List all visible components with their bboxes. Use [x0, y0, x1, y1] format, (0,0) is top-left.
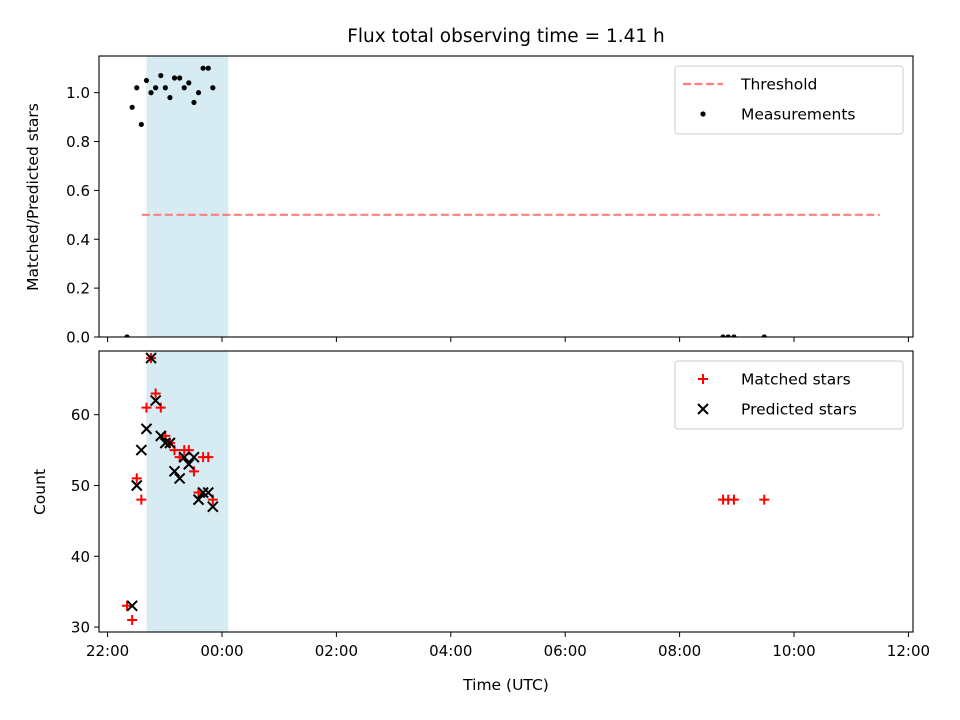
- panel-1-series-0-point-4: [141, 402, 152, 413]
- panel-1-series-0-point-21: [728, 494, 739, 505]
- panel-0-y-tick-label-3: 0.6: [66, 182, 90, 200]
- panel-0-series-0-point-17: [205, 65, 211, 71]
- panel-1-series-1-point-12: [183, 458, 195, 470]
- panel-1-y-tick-label-3: 60: [71, 406, 90, 424]
- panel-1-observing-window: [146, 351, 229, 632]
- panel-0-series-0-point-9: [167, 94, 173, 101]
- panel-0-series-0-point-20: [725, 334, 731, 337]
- panel-1-series-1-point-5: [149, 394, 162, 407]
- panel-1-series-1-point-14: [192, 493, 205, 506]
- x-tick-label-2: 02:00: [315, 642, 358, 660]
- panel-1-series-0-point-0: [122, 600, 133, 611]
- x-tick-label-6: 10:00: [772, 642, 815, 660]
- panel-0-series-0-point-19: [720, 334, 726, 337]
- panel-0-series-0-point-3: [138, 121, 144, 128]
- panel-0-series-0-point-12: [181, 85, 187, 91]
- panel-1-series-0-point-2: [131, 473, 142, 484]
- panel-1-series-1-point-0: [126, 600, 138, 612]
- x-tick-label-4: 06:00: [544, 642, 587, 660]
- panel-1-series-0-point-17: [203, 452, 214, 463]
- x-tick-label-5: 08:00: [658, 642, 701, 660]
- bottom-y-axis-label: Count: [31, 469, 49, 515]
- panel-1-legend-entry-0-label: Matched stars: [741, 371, 851, 389]
- panel-1-series-1-point-3: [140, 423, 153, 435]
- panel-0-y-tick-label-0: 0.0: [66, 329, 90, 347]
- panel-1-series-0-point-22: [759, 494, 770, 505]
- panel-1-data-group: [122, 352, 770, 625]
- panel-0-series-0-point-7: [158, 72, 164, 79]
- panel-1-legend-entry-1-swatch: [697, 403, 709, 415]
- panel-1-series-0-point-1: [127, 614, 138, 625]
- panel-0-y-tick-label-2: 0.4: [66, 231, 90, 249]
- panel-0-series-0-point-22: [761, 334, 767, 337]
- panel-1-series-1-point-10: [173, 472, 186, 485]
- panel-0-series-0-point-16: [200, 65, 206, 71]
- panel-0-series-0-point-5: [148, 90, 154, 96]
- chart-title: Flux total observing time = 1.41 h: [347, 26, 665, 47]
- x-tick-label-0: 22:00: [86, 642, 129, 660]
- panel-1-series-1-point-4: [145, 352, 157, 364]
- x-tick-label-3: 04:00: [429, 642, 472, 660]
- panel-1-series-1-point-16: [202, 486, 214, 499]
- panel-1-frame: [98, 350, 914, 633]
- panel-1-series-1-point-2: [135, 444, 148, 456]
- panel-0-series-0-point-4: [143, 77, 150, 84]
- panel-1-series-1-point-9: [168, 465, 181, 478]
- panel-0-series-0-point-21: [731, 334, 737, 337]
- panel-0-series-0-point-15: [195, 90, 202, 96]
- panel-0-legend-entry-1-label: Measurements: [741, 106, 856, 124]
- x-axis-label: Time (UTC): [462, 676, 549, 694]
- panel-0-series-0-point-0: [124, 334, 130, 337]
- panel-1-series-1-point-7: [159, 437, 172, 449]
- panel-1-series-1-point-1: [131, 479, 143, 492]
- panel-0-observing-window: [146, 56, 229, 337]
- x-tick-label-7: 12:00: [887, 642, 930, 660]
- x-tick-label-1: 00:00: [200, 642, 243, 660]
- panel-0-series-0-point-11: [177, 75, 183, 81]
- panel-1-series-0-point-3: [136, 494, 147, 505]
- panel-0-y-tick-label-5: 1.0: [66, 84, 90, 102]
- panel-1-legend-entry-1-label: Predicted stars: [741, 401, 857, 419]
- top-y-axis-label: Matched/Predicted stars: [24, 103, 42, 291]
- panel-1-y-tick-label-2: 50: [71, 477, 90, 495]
- panel-1-legend-entry-0-swatch: [698, 374, 708, 384]
- panel-1-series-1-point-6: [155, 430, 167, 442]
- panel-0-y-tick-label-4: 0.8: [66, 133, 90, 151]
- panel-0-series-0-point-10: [171, 75, 178, 81]
- panel-1-series-1-point-13: [188, 451, 200, 463]
- panel-0-series-0-point-18: [210, 85, 216, 91]
- panel-0-legend-entry-1-swatch: [700, 111, 706, 117]
- panel-1-series-0-point-6: [150, 388, 161, 399]
- panel-0-series-0-point-14: [191, 99, 197, 106]
- panel-0-series-0-point-8: [162, 85, 168, 91]
- panel-0-y-tick-label-1: 0.2: [66, 280, 90, 298]
- panel-0-frame: [98, 55, 914, 338]
- panel-0-data-group: [124, 65, 880, 337]
- panel-1-series-1-point-11: [178, 451, 190, 463]
- panel-1-legend-box: [674, 360, 904, 430]
- panel-0-legend-entry-0-label: Threshold: [740, 76, 817, 94]
- panel-0-series-0-point-1: [129, 104, 135, 110]
- panel-1-series-1-point-15: [197, 486, 209, 499]
- panel-0-series-0-point-6: [153, 85, 159, 91]
- panel-1-y-tick-label-0: 30: [71, 619, 90, 637]
- panel-1-series-1-point-17: [207, 501, 219, 513]
- panel-0-series-0-point-13: [186, 80, 192, 86]
- panel-0-legend-box: [674, 65, 904, 135]
- panel-1-series-1-point-8: [164, 437, 176, 449]
- plot-layer: 0.0 0.2 0.4 0.6 0.8 1.0 Threshold Measurements 3…: [66, 55, 930, 660]
- panel-0-series-0-point-2: [134, 85, 140, 91]
- panel-1-y-tick-label-1: 40: [71, 548, 90, 566]
